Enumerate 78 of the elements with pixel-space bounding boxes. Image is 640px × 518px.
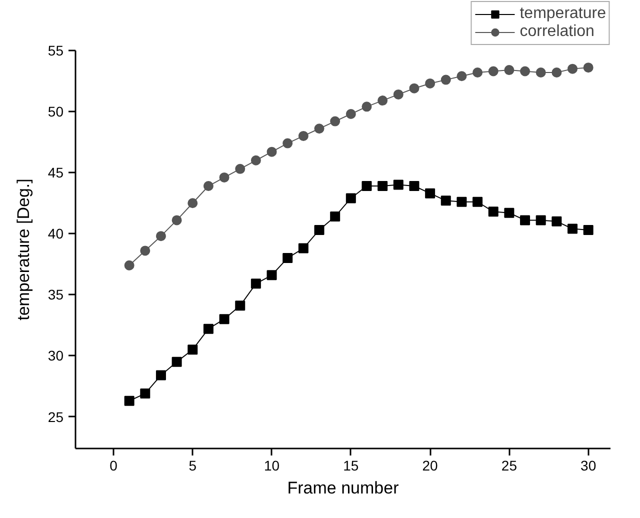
x-tick-label: 20 (422, 458, 438, 474)
point (552, 67, 562, 78)
point (156, 370, 166, 380)
point (362, 102, 372, 112)
point (393, 180, 404, 190)
point (488, 206, 498, 217)
x-axis-title: Frame number (287, 478, 400, 498)
point (346, 108, 356, 119)
y-tick-label: 55 (48, 42, 64, 58)
x-tick-label: 25 (501, 458, 518, 474)
y-tick-label: 30 (48, 348, 64, 364)
point (124, 396, 134, 406)
point (172, 215, 182, 226)
y-tick-label: 40 (48, 226, 64, 242)
point (346, 193, 356, 204)
point (520, 215, 530, 226)
point (282, 253, 293, 264)
point (362, 181, 372, 192)
x-tick-label: 10 (264, 458, 280, 474)
point (472, 67, 483, 78)
point (425, 188, 436, 198)
point (583, 224, 594, 235)
point (124, 260, 134, 270)
point (140, 246, 150, 256)
point (393, 89, 404, 100)
point (250, 278, 261, 289)
point (440, 196, 451, 206)
point (298, 243, 308, 254)
point (378, 96, 388, 106)
point (172, 356, 182, 367)
point (203, 324, 214, 334)
point (203, 181, 214, 192)
point (282, 138, 293, 148)
point (266, 270, 277, 280)
y-tick-label: 50 (48, 104, 64, 120)
legend-label: temperature (520, 4, 606, 22)
y-tick-label: 25 (48, 408, 64, 425)
point (330, 212, 340, 222)
point (219, 314, 230, 324)
point (568, 64, 578, 74)
point (188, 344, 198, 355)
x-tick-label: 30 (580, 458, 596, 474)
point (488, 66, 498, 76)
point (425, 78, 436, 88)
y-tick-label: 45 (48, 164, 64, 181)
point (552, 216, 562, 226)
point (140, 388, 150, 399)
point (456, 71, 467, 82)
x-tick-label: 15 (343, 458, 359, 474)
y-axis-title: temperature [Deg.] (14, 178, 33, 320)
point (219, 172, 230, 182)
point (456, 196, 467, 207)
y-tick-label: 35 (48, 286, 64, 303)
point (235, 300, 246, 311)
point (250, 155, 261, 166)
point (409, 83, 420, 94)
point (298, 130, 308, 141)
point (266, 146, 277, 157)
point (536, 67, 546, 78)
point (314, 224, 324, 235)
point (440, 74, 451, 85)
legend-label: correlation (520, 22, 594, 40)
point (378, 181, 388, 192)
x-tick-label: 0 (110, 458, 118, 474)
point (568, 224, 578, 234)
point (409, 181, 420, 192)
point (235, 164, 246, 174)
point (188, 198, 198, 208)
point (536, 215, 546, 226)
point (156, 231, 166, 242)
point (583, 62, 594, 73)
point (504, 65, 514, 76)
point (314, 124, 324, 134)
point (504, 208, 514, 218)
point (520, 66, 530, 76)
x-tick-label: 5 (188, 458, 197, 474)
point (472, 196, 483, 207)
point (330, 116, 340, 126)
